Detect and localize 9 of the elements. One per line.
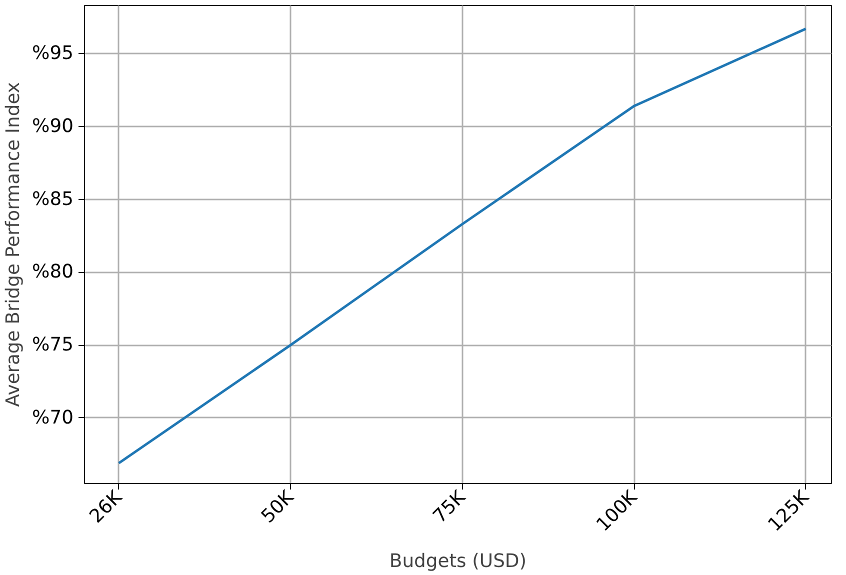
y-tick-label: %90 bbox=[32, 116, 74, 137]
y-tick-label: %80 bbox=[32, 262, 74, 283]
line-series bbox=[118, 28, 807, 464]
y-tick-label: %75 bbox=[32, 334, 74, 356]
y-axis-title: Average Bridge Performance Index bbox=[3, 82, 24, 407]
y-tick-label: %85 bbox=[32, 188, 74, 210]
y-tick-label: %70 bbox=[32, 407, 74, 428]
x-axis-title: Budgets (USD) bbox=[389, 551, 527, 572]
y-tick-label: %95 bbox=[32, 43, 74, 64]
